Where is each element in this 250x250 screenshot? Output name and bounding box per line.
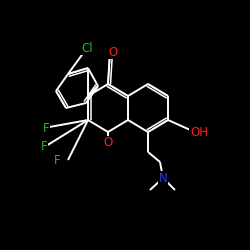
- Text: F: F: [43, 122, 49, 134]
- Text: O: O: [104, 136, 112, 149]
- Text: N: N: [159, 172, 168, 184]
- Text: F: F: [41, 140, 47, 152]
- Text: Cl: Cl: [81, 42, 93, 54]
- Text: F: F: [54, 154, 60, 168]
- Text: O: O: [108, 46, 118, 59]
- Text: OH: OH: [190, 126, 208, 140]
